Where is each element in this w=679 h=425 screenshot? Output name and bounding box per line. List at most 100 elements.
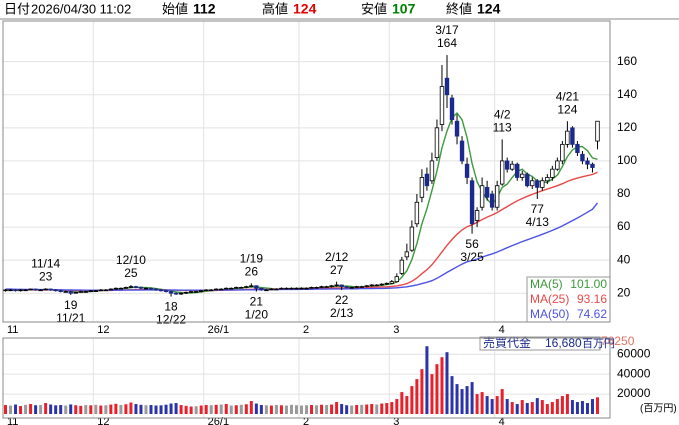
volume-bar bbox=[575, 402, 579, 414]
candle-body bbox=[384, 282, 389, 285]
candle-body bbox=[454, 120, 460, 137]
low-annotation-value: 18 bbox=[164, 300, 178, 314]
candle-body bbox=[153, 288, 159, 291]
x-tick-label: 3 bbox=[393, 324, 399, 336]
candle-body bbox=[324, 286, 329, 288]
volume-bar bbox=[410, 386, 414, 414]
volume-info-box bbox=[479, 336, 601, 351]
candle-body bbox=[118, 287, 124, 290]
volume-bar bbox=[284, 405, 288, 414]
candle-body bbox=[294, 287, 299, 290]
volume-bar bbox=[355, 405, 359, 414]
volume-bar bbox=[490, 399, 494, 414]
y-tick-label: 20 bbox=[617, 285, 631, 299]
candle-body bbox=[329, 285, 334, 288]
volume-tick-label: 40000 bbox=[617, 366, 651, 380]
candle-body bbox=[239, 287, 244, 289]
high-label: 高値 bbox=[262, 1, 288, 16]
candle-body bbox=[138, 287, 144, 289]
x-tick-label: 26/1 bbox=[208, 416, 229, 425]
candle-body bbox=[68, 291, 73, 294]
low-annotation-date: 12/22 bbox=[156, 313, 186, 327]
candle-body bbox=[304, 287, 309, 290]
volume-bar bbox=[475, 394, 479, 414]
candle-body bbox=[264, 289, 269, 292]
candle-body bbox=[314, 287, 319, 289]
volume-bar bbox=[149, 405, 153, 414]
volume-bar bbox=[64, 405, 68, 414]
high-annotation-value: 26 bbox=[245, 264, 259, 278]
candle-body bbox=[404, 251, 410, 258]
y-tick-label: 160 bbox=[617, 54, 637, 68]
candle-body bbox=[183, 291, 189, 294]
volume-bar bbox=[189, 406, 193, 414]
volume-bar bbox=[405, 396, 409, 414]
x-tick-label: 11 bbox=[7, 324, 18, 336]
volume-bar bbox=[470, 382, 474, 414]
candle-body bbox=[208, 289, 214, 292]
volume-bar bbox=[480, 392, 484, 414]
volume-bar bbox=[515, 404, 519, 414]
candle-body bbox=[374, 284, 379, 287]
candle-body bbox=[449, 97, 455, 120]
volume-bar bbox=[59, 405, 63, 414]
volume-bar bbox=[209, 405, 213, 414]
candle-body bbox=[259, 287, 264, 291]
volume-bar bbox=[395, 399, 399, 414]
volume-bar bbox=[19, 406, 23, 414]
high-annotation-date: 4/21 bbox=[556, 89, 580, 103]
volume-bar bbox=[229, 405, 233, 414]
candle-body bbox=[8, 289, 13, 292]
volume-bar bbox=[310, 405, 314, 414]
volume-bar bbox=[129, 402, 133, 414]
candle-body bbox=[244, 286, 249, 288]
volume-bar bbox=[269, 405, 273, 414]
volume-bar bbox=[204, 405, 208, 414]
candle-body bbox=[580, 153, 585, 162]
candle-body bbox=[379, 283, 384, 286]
candle-body bbox=[108, 288, 114, 291]
volume-bar bbox=[545, 404, 549, 414]
volume-bar bbox=[305, 405, 309, 414]
candle-body bbox=[414, 201, 420, 225]
legend-value: 93.16 bbox=[577, 292, 607, 306]
volume-bar bbox=[425, 346, 429, 414]
volume-bar bbox=[49, 404, 53, 414]
candle-body bbox=[123, 287, 129, 289]
candle-body bbox=[585, 160, 590, 165]
volume-bar bbox=[259, 405, 263, 414]
candle-body bbox=[439, 86, 445, 125]
candle-body bbox=[489, 193, 495, 208]
candle-body bbox=[499, 160, 505, 185]
candle-body bbox=[560, 143, 565, 162]
candle-body bbox=[78, 291, 83, 293]
volume-bar bbox=[430, 374, 434, 414]
volume-bar bbox=[525, 403, 529, 414]
candle-body bbox=[399, 259, 405, 274]
candle-body bbox=[459, 140, 465, 162]
volume-bar bbox=[109, 404, 113, 414]
plot-layer: 2040608010012014016020000400006000076250… bbox=[2, 21, 677, 425]
candle-body bbox=[58, 290, 63, 292]
candle-body bbox=[93, 290, 99, 292]
open-label: 始値 bbox=[162, 1, 188, 16]
candle-body bbox=[550, 168, 555, 178]
price-frame bbox=[2, 20, 611, 323]
legend-box bbox=[526, 276, 611, 323]
candle-body bbox=[575, 143, 580, 154]
low-annotation-date: 3/25 bbox=[460, 250, 484, 264]
candle-body bbox=[494, 185, 500, 208]
candle-body bbox=[595, 120, 600, 142]
candle-body bbox=[309, 287, 314, 289]
volume-bar bbox=[199, 405, 203, 414]
x-tick-label: 3 bbox=[393, 416, 399, 425]
low-annotation-value: 19 bbox=[64, 298, 78, 312]
volume-bar bbox=[29, 404, 33, 414]
candle-body bbox=[429, 160, 435, 182]
candle-body bbox=[319, 286, 324, 288]
legend-value: 74.62 bbox=[577, 307, 607, 321]
candle-body bbox=[469, 180, 475, 225]
candle-body bbox=[279, 287, 284, 290]
candle-body bbox=[18, 289, 23, 292]
